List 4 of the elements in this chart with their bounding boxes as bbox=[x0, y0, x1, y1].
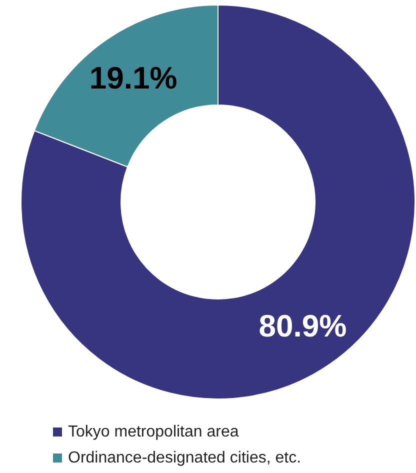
data-label: 19.1% bbox=[89, 60, 178, 96]
legend-label: Ordinance-designated cities, etc. bbox=[68, 450, 302, 466]
legend-label: Tokyo metropolitan area bbox=[68, 424, 239, 440]
data-label: 80.9% bbox=[258, 308, 347, 344]
